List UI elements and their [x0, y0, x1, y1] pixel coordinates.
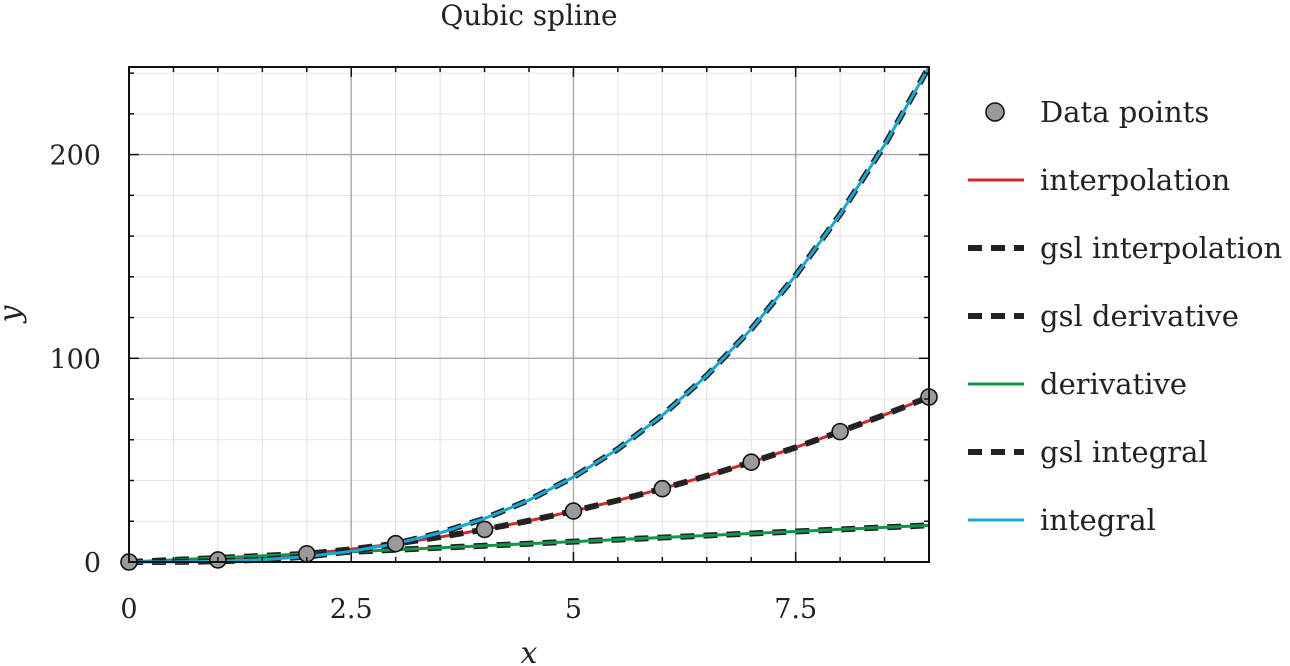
data-point [475, 520, 494, 539]
legend-label: integral [1040, 503, 1156, 537]
y-tick-label: 200 [49, 141, 101, 172]
grid [128, 67, 930, 563]
legend-item: derivative [968, 367, 1187, 401]
legend-label: derivative [1040, 367, 1187, 401]
x-tick-label: 0 [120, 594, 137, 625]
series-line-derivative [128, 523, 930, 564]
x-tick-labels: 0 2.5 5 7.5 [120, 594, 817, 625]
legend-item: gsl integral [968, 435, 1208, 469]
series-line-gsl-interpolation [128, 394, 931, 565]
legend-label: gsl derivative [1040, 299, 1239, 333]
legend-item: interpolation [968, 163, 1230, 197]
x-axis-label: x [521, 636, 538, 666]
x-tick-label: 7.5 [774, 594, 817, 625]
y-tick-label: 100 [49, 344, 101, 375]
legend-item: Data points [985, 95, 1209, 129]
legend-label: Data points [1040, 95, 1209, 129]
axis-ticks [128, 67, 930, 563]
legend: Data points interpolation gsl interpolatio… [968, 95, 1282, 537]
legend-label: gsl integral [1040, 435, 1208, 469]
legend-item: gsl derivative [968, 299, 1239, 333]
x-tick-label: 5 [565, 594, 582, 625]
data-point [831, 422, 849, 441]
legend-item: integral [968, 503, 1156, 537]
y-tick-labels: 0 100 200 [49, 141, 101, 579]
data-point [653, 479, 672, 498]
chart-title: Qubic spline [440, 0, 617, 32]
data-point [564, 502, 583, 520]
data-point [742, 453, 761, 471]
x-tick-label: 2.5 [330, 594, 373, 625]
y-tick-label: 0 [84, 548, 101, 579]
y-axis-label: y [0, 304, 28, 324]
legend-swatch-marker [985, 102, 1005, 122]
legend-label: gsl interpolation [1040, 231, 1282, 265]
legend-label: interpolation [1040, 163, 1230, 197]
data-point [386, 534, 405, 553]
legend-item: gsl interpolation [968, 231, 1282, 265]
